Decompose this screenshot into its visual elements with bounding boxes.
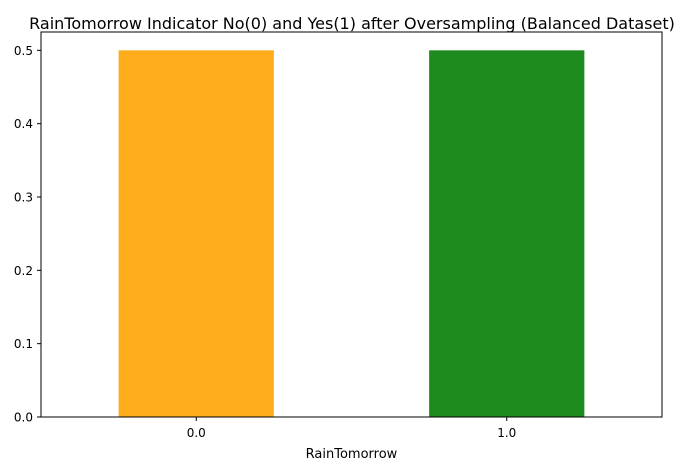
bar-0.0	[118, 50, 274, 417]
x-axis-label: RainTomorrow	[306, 447, 398, 462]
y-tick-label: 0.3	[14, 191, 33, 205]
y-tick-label: 0.5	[14, 44, 33, 58]
bars-group	[118, 50, 585, 417]
x-tick-label: 1.0	[497, 426, 516, 440]
x-axis: 0.0 1.0	[187, 417, 516, 440]
y-tick-label: 0.0	[14, 411, 33, 425]
y-tick-label: 0.1	[14, 337, 33, 351]
plot-frame	[40, 31, 663, 418]
y-axis: 0.0 0.1 0.2 0.3 0.4 0.5	[14, 44, 41, 425]
bar-1.0	[429, 50, 585, 417]
chart-title: RainTomorrow Indicator No(0) and Yes(1) …	[29, 14, 675, 33]
y-tick-label: 0.4	[14, 117, 33, 131]
y-tick-label: 0.2	[14, 264, 33, 278]
x-tick-label: 0.0	[187, 426, 206, 440]
